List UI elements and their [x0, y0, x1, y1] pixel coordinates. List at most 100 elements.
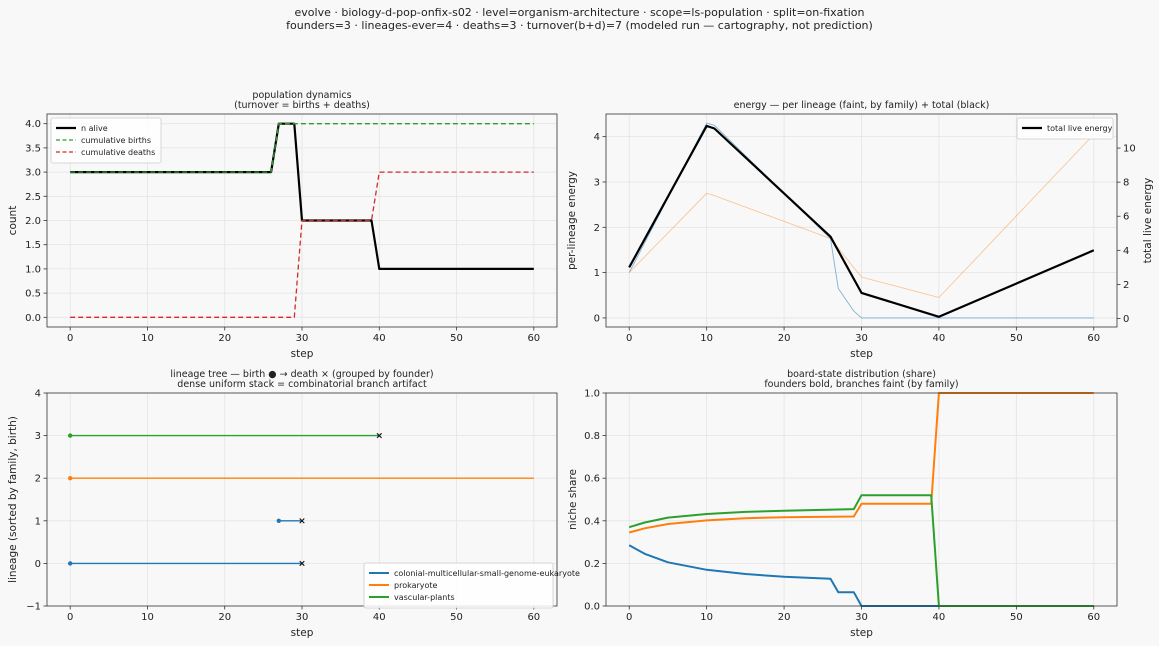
y-tick-label: 3.0 [25, 168, 41, 179]
y-axis-label: niche share [567, 469, 579, 530]
y-tick-label: 0.8 [584, 431, 600, 442]
y-right-axis-label: total live energy [1142, 178, 1154, 264]
x-axis-label: step [850, 627, 873, 639]
x-tick-label: 0 [67, 612, 73, 623]
legend: total live energy [1016, 117, 1114, 140]
x-axis-label: step [850, 348, 873, 360]
legend-label: colonial-multicellular-small-genome-euka… [394, 569, 580, 578]
y-axis-label: lineage (sorted by family, birth) [7, 416, 19, 583]
chart-title: population dynamics [252, 90, 351, 101]
y-tick-label: 2 [594, 223, 600, 234]
y-right-tick-label: 8 [1123, 178, 1129, 189]
figure-title-line2: founders=3 · lineages-ever=4 · deaths=3 … [286, 19, 873, 32]
chart-title: lineage tree — birth ● → death × (groupe… [170, 369, 433, 380]
y-tick-label: 1.5 [25, 240, 41, 251]
chart-title: board-state distribution (share) [787, 369, 936, 380]
chart-lineage-tree: 0 10 20 30 40 50 60 −1 0 1 2 3 4 step lineage (sorted … [7, 369, 580, 639]
chart-board-state: 0 10 20 30 40 50 60 0.0 0.2 0.4 0.6 0.8 1.0 step niche… [567, 369, 1118, 639]
x-tick-label: 10 [700, 333, 713, 344]
legend-label: n alive [81, 124, 108, 133]
series-line [628, 494, 1094, 607]
y-right-tick-label: 6 [1123, 212, 1129, 223]
x-tick-label: 0 [626, 612, 632, 623]
x-tick-label: 20 [778, 612, 791, 623]
y-tick-label: 4 [594, 132, 600, 143]
series-line [70, 171, 534, 318]
death-marker [376, 432, 382, 439]
y-tick-label: 1.0 [584, 389, 600, 400]
death-marker [299, 560, 305, 567]
y-tick-label: 0.2 [584, 559, 600, 570]
legend-box [50, 117, 162, 164]
y-tick-label: 4.0 [25, 119, 41, 130]
x-tick-label: 30 [296, 333, 309, 344]
x-tick-label: 0 [67, 333, 73, 344]
y-tick-label: 0.0 [584, 602, 600, 613]
y-tick-label: 4 [35, 389, 41, 400]
x-tick-label: 40 [373, 612, 386, 623]
birth-marker [67, 433, 73, 438]
x-tick-label: 60 [1087, 612, 1100, 623]
x-tick-label: 10 [141, 612, 154, 623]
x-tick-label: 10 [700, 612, 713, 623]
x-tick-label: 20 [218, 333, 231, 344]
y-tick-label: 3.5 [25, 143, 41, 154]
birth-marker [276, 518, 282, 523]
y-tick-label: 1.0 [25, 264, 41, 275]
x-axis-label: step [291, 348, 314, 360]
y-tick-label: 1 [594, 268, 600, 279]
x-tick-label: 60 [527, 333, 540, 344]
x-axis-label: step [291, 627, 314, 639]
x-tick-label: 10 [141, 333, 154, 344]
y-tick-label: 0.4 [584, 516, 600, 527]
y-tick-label: 2 [35, 474, 41, 485]
y-right-tick-label: 4 [1123, 246, 1129, 257]
series-line [628, 392, 1094, 534]
x-tick-label: 40 [933, 612, 946, 623]
y-tick-label: 3 [594, 177, 600, 188]
legend-label: total live energy [1047, 124, 1113, 133]
y-axis-label: per-lineage energy [566, 171, 578, 270]
legend-box [1016, 117, 1114, 140]
y-axis-label: count [7, 206, 19, 236]
x-tick-label: 50 [1010, 612, 1023, 623]
x-tick-label: 30 [855, 612, 868, 623]
legend-label: vascular-plants [394, 593, 455, 602]
x-tick-label: 50 [1010, 333, 1023, 344]
chart-subtitle: dense uniform stack = combinatorial bran… [177, 379, 427, 390]
series-line [628, 122, 1094, 319]
legend-label: prokaryote [394, 581, 438, 590]
x-tick-label: 40 [933, 333, 946, 344]
y-tick-label: 0.5 [25, 289, 41, 300]
legend: n alive cumulative births cumulative death… [50, 117, 162, 164]
chart-population: 0 10 20 30 40 50 60 0.0 0.5 1.0 1.5 2.0 2.5 3.0 3.5 4.0… [7, 90, 558, 360]
figure-title-line1: evolve · biology-d-pop-onfix-s02 · level… [294, 6, 865, 19]
y-tick-label: 0.6 [584, 474, 600, 485]
y-tick-label: 0 [594, 313, 600, 324]
x-tick-label: 20 [218, 612, 231, 623]
series-line [70, 123, 534, 173]
legend: colonial-multicellular-small-genome-euka… [363, 562, 580, 609]
y-tick-label: 0 [35, 559, 41, 570]
y-tick-label: 2.5 [25, 192, 41, 203]
y-tick-label: −1 [26, 602, 41, 613]
birth-marker [67, 561, 73, 566]
x-tick-label: 40 [373, 333, 386, 344]
birth-marker [67, 476, 73, 481]
chart-subtitle: (turnover = births + deaths) [234, 100, 370, 111]
legend-box [363, 562, 554, 609]
x-tick-label: 50 [450, 333, 463, 344]
y-tick-label: 0.0 [25, 313, 41, 324]
y-tick-label: 3 [35, 431, 41, 442]
y-tick-label: 2.0 [25, 216, 41, 227]
x-tick-label: 30 [855, 333, 868, 344]
death-marker [299, 518, 305, 524]
y-tick-label: 1 [35, 516, 41, 527]
chart-subtitle: founders bold, branches faint (by family… [764, 379, 958, 390]
series-line [838, 591, 862, 607]
x-tick-label: 50 [450, 612, 463, 623]
chart-title: energy — per lineage (faint, by family) … [734, 100, 990, 111]
series-line [628, 124, 1095, 318]
x-tick-label: 30 [296, 612, 309, 623]
